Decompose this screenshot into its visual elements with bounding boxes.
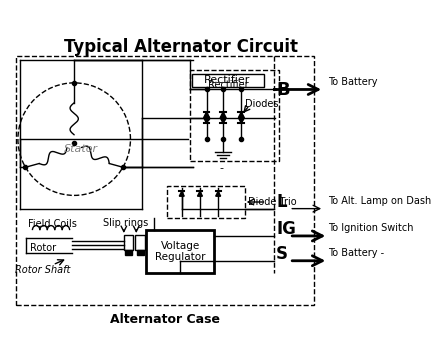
Text: To Battery -: To Battery - bbox=[328, 248, 385, 258]
Bar bbox=[124, 235, 133, 250]
Polygon shape bbox=[220, 112, 226, 118]
Text: B: B bbox=[276, 81, 290, 99]
Text: Alternator Case: Alternator Case bbox=[110, 313, 220, 326]
Text: Diodes: Diodes bbox=[246, 99, 279, 108]
Polygon shape bbox=[238, 118, 244, 124]
Text: Voltage
Regulator: Voltage Regulator bbox=[155, 241, 205, 263]
Polygon shape bbox=[204, 118, 210, 124]
Text: Stator: Stator bbox=[64, 144, 98, 154]
Text: To Ignition Switch: To Ignition Switch bbox=[328, 224, 414, 233]
Text: Rectifier: Rectifier bbox=[204, 75, 250, 85]
Bar bbox=[135, 235, 145, 250]
Polygon shape bbox=[238, 112, 244, 118]
Text: -: - bbox=[220, 163, 224, 173]
Text: Typical Alternator Circuit: Typical Alternator Circuit bbox=[64, 38, 298, 56]
Bar bbox=[125, 250, 132, 255]
Text: Diode Trio: Diode Trio bbox=[248, 197, 296, 207]
Bar bbox=[137, 250, 144, 255]
Text: To Battery: To Battery bbox=[328, 77, 378, 87]
Polygon shape bbox=[179, 191, 184, 196]
Text: IG: IG bbox=[276, 220, 296, 238]
Text: Rotor: Rotor bbox=[30, 243, 56, 253]
Text: To Alt. Lamp on Dash: To Alt. Lamp on Dash bbox=[328, 196, 431, 206]
Bar bbox=[190, 71, 279, 161]
Text: Rotor Shaft: Rotor Shaft bbox=[15, 265, 70, 275]
Polygon shape bbox=[197, 191, 202, 196]
Text: Rectifier: Rectifier bbox=[208, 80, 248, 90]
Text: S: S bbox=[276, 245, 288, 263]
Text: L: L bbox=[276, 193, 287, 211]
Text: Slip rings: Slip rings bbox=[103, 218, 148, 228]
Bar bbox=[192, 74, 264, 87]
Bar bbox=[146, 230, 214, 273]
Polygon shape bbox=[216, 191, 220, 196]
Bar bbox=[16, 57, 314, 305]
Bar bbox=[167, 186, 246, 218]
Polygon shape bbox=[220, 118, 226, 124]
Polygon shape bbox=[204, 112, 210, 118]
Text: Field Coils: Field Coils bbox=[28, 219, 77, 230]
